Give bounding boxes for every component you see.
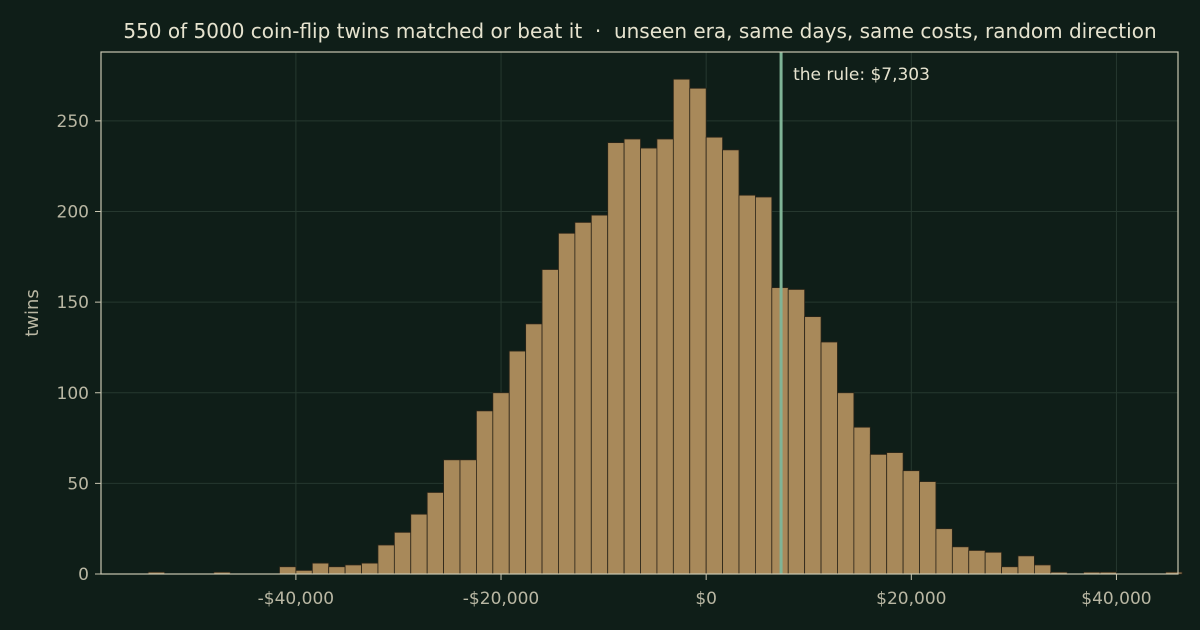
histogram-bar — [492, 392, 510, 575]
histogram-bar — [656, 138, 674, 575]
histogram-bar — [279, 566, 297, 575]
y-tick-label: 50 — [67, 474, 89, 494]
axes — [100, 51, 1179, 575]
histogram-bar — [672, 78, 691, 575]
histogram-bar — [623, 138, 641, 575]
histogram-bar — [377, 544, 395, 575]
histogram-bar — [804, 316, 822, 575]
x-tick-label: -$40,000 — [258, 589, 334, 609]
histogram-bar — [968, 550, 986, 575]
threshold-group: the rule: $7,303 — [779, 52, 930, 574]
x-tick-label: -$20,000 — [463, 589, 539, 609]
histogram-bar — [426, 492, 444, 575]
y-tick-label: 150 — [57, 293, 89, 313]
histogram-bar — [361, 562, 379, 575]
histogram-bar — [574, 221, 592, 575]
chart-title: 550 of 5000 coin-flip twins matched or b… — [123, 19, 1156, 43]
histogram-bar — [1017, 555, 1035, 575]
histogram-bar — [393, 531, 412, 575]
histogram-bar — [344, 564, 362, 575]
histogram-bar — [508, 350, 527, 575]
histogram-bar — [525, 323, 543, 575]
histogram-bar — [1034, 564, 1052, 575]
histogram-bar — [410, 513, 428, 575]
histogram-bar — [755, 196, 773, 575]
histogram-bar — [886, 452, 904, 575]
histogram-bars — [147, 78, 1183, 575]
y-axis-label: twins — [22, 289, 43, 337]
histogram-bar — [476, 410, 494, 575]
y-tick-label: 200 — [57, 203, 89, 223]
x-tick-label: $40,000 — [1081, 589, 1151, 609]
histogram-bar — [935, 528, 953, 575]
histogram-bar — [311, 562, 330, 575]
histogram-bar — [787, 289, 806, 575]
histogram-bar — [853, 426, 871, 575]
y-tick-label: 250 — [57, 112, 89, 132]
histogram-bar — [869, 453, 888, 575]
threshold-label: the rule: $7,303 — [793, 65, 930, 85]
histogram-bar — [951, 546, 970, 575]
histogram-bar — [1001, 566, 1019, 575]
histogram-bar — [820, 341, 838, 575]
histogram-bar — [459, 459, 477, 575]
histogram-bar — [919, 481, 937, 575]
plot-frame — [100, 51, 1179, 575]
histogram-bar — [640, 147, 658, 575]
histogram-bar — [722, 149, 740, 575]
histogram-bar — [705, 136, 723, 575]
x-tick-label: $0 — [695, 589, 717, 609]
x-tick-label: $20,000 — [876, 589, 946, 609]
histogram-bar — [558, 232, 576, 575]
histogram-bar — [738, 194, 756, 575]
histogram-bar — [607, 142, 625, 575]
histogram-bar — [984, 551, 1002, 575]
histogram-bar — [837, 392, 855, 575]
y-tick-label: 0 — [78, 565, 89, 585]
histogram-bar — [689, 87, 707, 575]
histogram-bar — [590, 214, 609, 575]
y-tick-label: 100 — [57, 384, 89, 404]
tick-labels: -$40,000 -$20,000 $0 $20,000 $40,000 0 50 100 15… — [57, 112, 1152, 609]
histogram-bar — [328, 566, 346, 575]
histogram-bar — [443, 459, 461, 575]
histogram-bar — [902, 470, 920, 575]
histogram-bar — [541, 269, 559, 575]
